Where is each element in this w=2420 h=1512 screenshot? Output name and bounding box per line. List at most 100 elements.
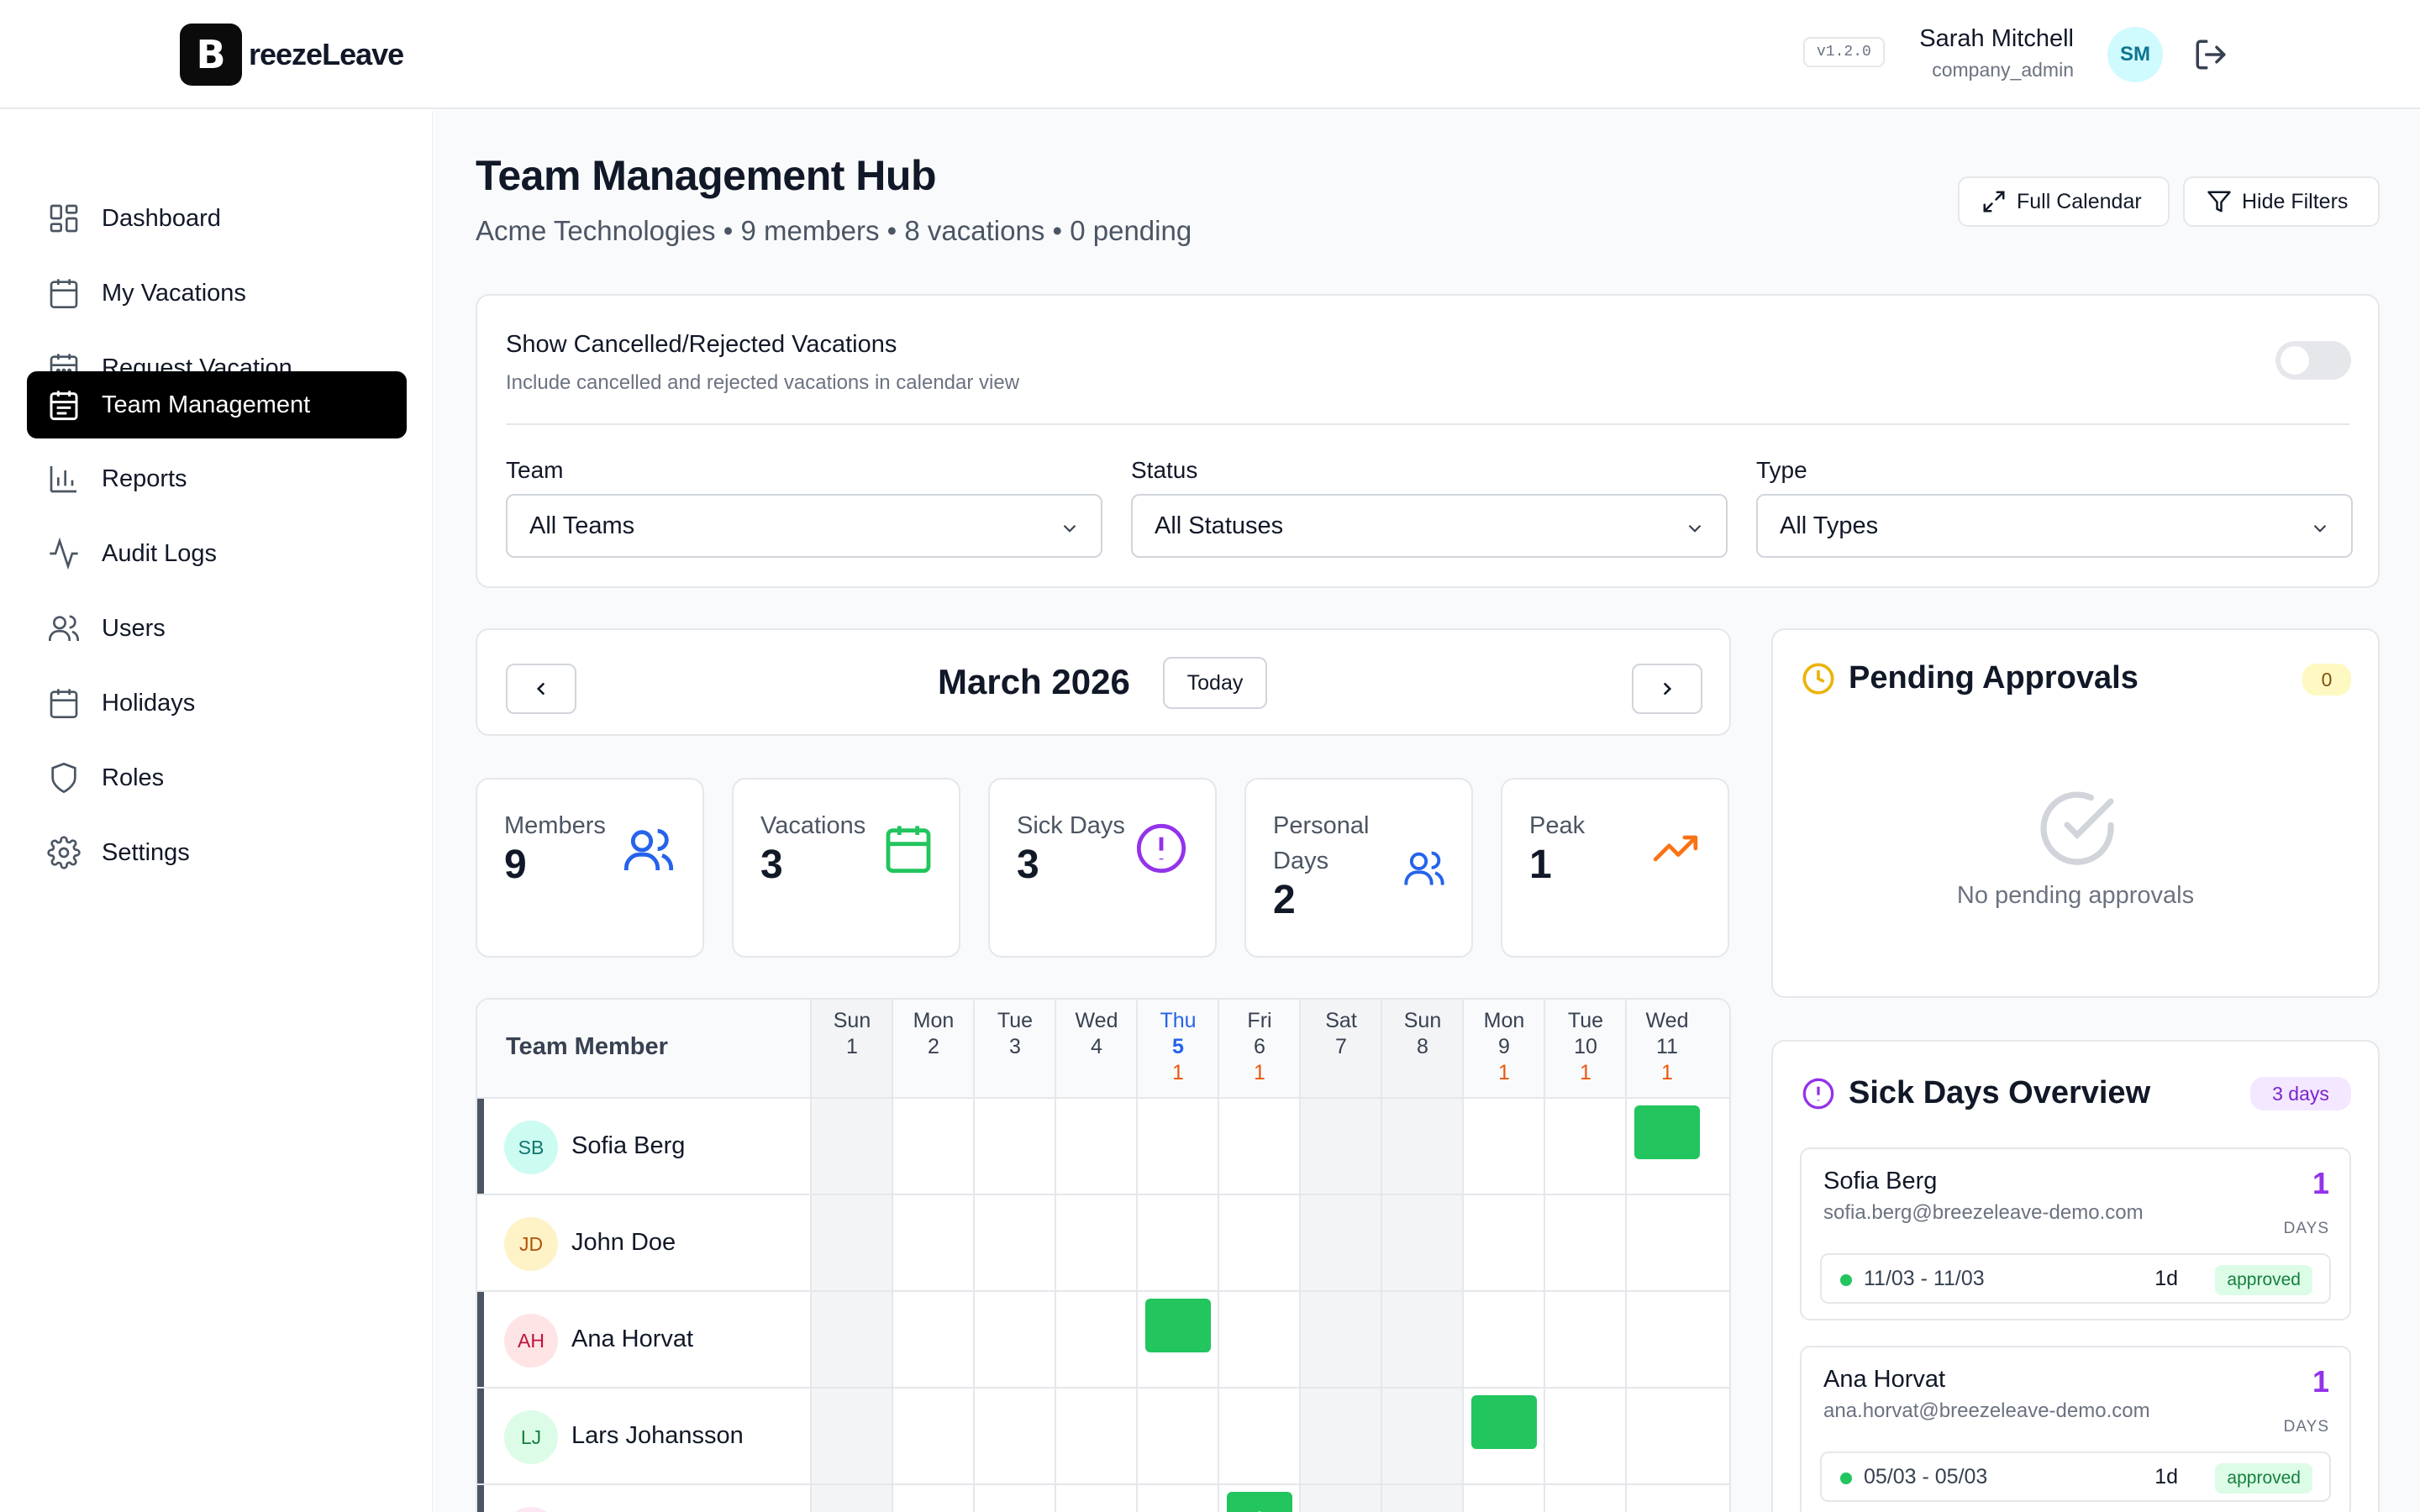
users-icon <box>1404 851 1444 885</box>
logo-mark[interactable]: B <box>180 24 242 86</box>
next-month-button[interactable] <box>1632 664 1702 714</box>
filter-icon <box>2207 191 2231 213</box>
member-row[interactable]: NJNikola Jovic <box>477 1485 810 1512</box>
stat-card-sick-days: Sick Days 3 <box>988 778 1217 958</box>
sidebar-item-team-management[interactable]: Team Management <box>27 371 407 438</box>
days-unit: DAYS <box>2283 1220 2329 1237</box>
sidebar-item-dashboard[interactable]: Dashboard <box>27 185 407 252</box>
logo-text[interactable]: reezeLeave <box>249 37 404 71</box>
leave-event[interactable] <box>1634 1105 1700 1159</box>
type-select[interactable]: All Types <box>1756 494 2353 558</box>
team-filter-label: Team <box>506 457 564 483</box>
member-row[interactable]: SB Sofia Berg <box>477 1099 810 1194</box>
type-filter-label: Type <box>1756 457 1807 483</box>
grid-header <box>477 1000 1729 1097</box>
member-row[interactable]: AH Ana Horvat <box>477 1292 810 1388</box>
chevron-down-icon <box>1688 524 1702 533</box>
sick-day-item[interactable]: Sofia Berg sofia.berg@breezeleave-demo.c… <box>1800 1147 2351 1320</box>
leave-event[interactable] <box>1145 1299 1211 1352</box>
day-header: Thu 5 1 <box>1138 1000 1218 1097</box>
day-of-week: Wed <box>1075 1009 1118 1032</box>
day-absence-count: 1 <box>1498 1061 1510 1084</box>
day-number: 10 <box>1574 1035 1597 1058</box>
stat-label: Members <box>504 812 606 839</box>
month-navigator: March 2026 Today <box>476 628 1731 736</box>
status-select[interactable]: All Statuses <box>1131 494 1728 558</box>
row-divider <box>477 1483 1729 1485</box>
sidebar-item-audit-logs[interactable]: Audit Logs <box>27 520 407 587</box>
prev-month-button[interactable] <box>506 664 576 714</box>
sick-days-badge: 3 days <box>2250 1077 2351 1110</box>
status-filter-label: Status <box>1131 457 1198 483</box>
sidebar-item-users[interactable]: Users <box>27 595 407 662</box>
day-header: Mon 9 1 <box>1464 1000 1544 1097</box>
logout-icon[interactable] <box>2193 37 2228 72</box>
member-name: John Doe <box>571 1229 676 1256</box>
type-select-value: All Types <box>1780 512 1879 539</box>
member-avatar: JD <box>504 1217 558 1271</box>
day-column: Thu 5 1 <box>1136 1000 1218 1512</box>
stat-card-peak: Peak 1 <box>1501 778 1729 958</box>
hide-filters-label: Hide Filters <box>2242 189 2349 213</box>
leave-event[interactable]: ! <box>1227 1492 1292 1512</box>
sidebar-item-label: Audit Logs <box>102 539 218 567</box>
trending-up-icon <box>1653 835 1698 862</box>
today-button[interactable]: Today <box>1163 657 1267 709</box>
stat-label: Sick Days <box>1017 812 1125 839</box>
chevron-down-icon <box>1063 524 1076 533</box>
day-number: 2 <box>928 1035 939 1058</box>
row-divider <box>477 1097 1729 1099</box>
sidebar-item-label: Dashboard <box>102 204 221 232</box>
full-calendar-button[interactable]: Full Calendar <box>1958 176 2170 227</box>
member-name: Sofia Berg <box>571 1132 686 1159</box>
employee-name: Ana Horvat <box>1823 1366 1946 1393</box>
sidebar-item-my-vacations[interactable]: My Vacations <box>27 260 407 327</box>
day-header: Wed 4 <box>1056 1000 1137 1097</box>
status-dot <box>1840 1473 1852 1484</box>
member-name: Ana Horvat <box>571 1326 694 1352</box>
member-row[interactable]: JD John Doe <box>477 1195 810 1291</box>
sidebar-item-label: Users <box>102 614 166 642</box>
sidebar-item-label: My Vacations <box>102 279 246 307</box>
sidebar-item-label: Reports <box>102 465 187 492</box>
member-name: Lars Johansson <box>571 1422 744 1449</box>
show-cancelled-toggle[interactable] <box>2275 341 2351 380</box>
sick-day-item[interactable]: Ana Horvat ana.horvat@breezeleave-demo.c… <box>1800 1346 2351 1512</box>
user-avatar[interactable]: SM <box>2107 27 2163 82</box>
sidebar-item-settings[interactable]: Settings <box>27 819 407 886</box>
day-number: 4 <box>1091 1035 1102 1058</box>
member-indicator <box>477 1099 484 1194</box>
sidebar-item-label: Holidays <box>102 689 196 717</box>
status-dot <box>1840 1274 1852 1286</box>
stat-card-members: Members 9 <box>476 778 704 958</box>
hide-filters-button[interactable]: Hide Filters <box>2183 176 2380 227</box>
pending-approvals-panel: Pending Approvals 0 No pending approvals <box>1771 628 2380 998</box>
alert-circle-icon <box>1136 823 1186 874</box>
dashboard-icon <box>50 204 78 233</box>
divider <box>506 423 2349 425</box>
member-row[interactable]: LJ Lars Johansson <box>477 1389 810 1484</box>
member-avatar: AH <box>504 1314 558 1368</box>
sidebar-item-roles[interactable]: Roles <box>27 744 407 811</box>
member-indicator <box>477 1389 484 1484</box>
date-range: 05/03 - 05/03 <box>1864 1465 1988 1488</box>
leave-event[interactable] <box>1471 1395 1537 1449</box>
sidebar-item-holidays[interactable]: Holidays <box>27 669 407 737</box>
sick-entry: 05/03 - 05/03 1d approved <box>1820 1452 2331 1502</box>
sidebar-item-label: Roles <box>102 764 165 791</box>
employee-email: ana.horvat@breezeleave-demo.com <box>1823 1399 2150 1422</box>
member-avatar: NJ <box>504 1507 558 1512</box>
day-number: 5 <box>1172 1035 1184 1058</box>
days-count: 1 <box>2312 1166 2329 1200</box>
day-of-week: Tue <box>997 1009 1034 1032</box>
sidebar-item-reports[interactable]: Reports <box>27 445 407 512</box>
day-absence-count: 1 <box>1172 1061 1184 1084</box>
team-select[interactable]: All Teams <box>506 494 1102 558</box>
status-badge: approved <box>2215 1463 2312 1494</box>
day-of-week: Mon <box>1483 1009 1525 1032</box>
page-subtitle: Acme Technologies • 9 members • 8 vacati… <box>476 215 1192 246</box>
gear-icon <box>47 836 81 869</box>
employee-name: Sofia Berg <box>1823 1168 1938 1194</box>
sick-days-panel: Sick Days Overview 3 days Sofia Berg sof… <box>1771 1040 2380 1512</box>
day-of-week: Sun <box>833 1009 871 1032</box>
